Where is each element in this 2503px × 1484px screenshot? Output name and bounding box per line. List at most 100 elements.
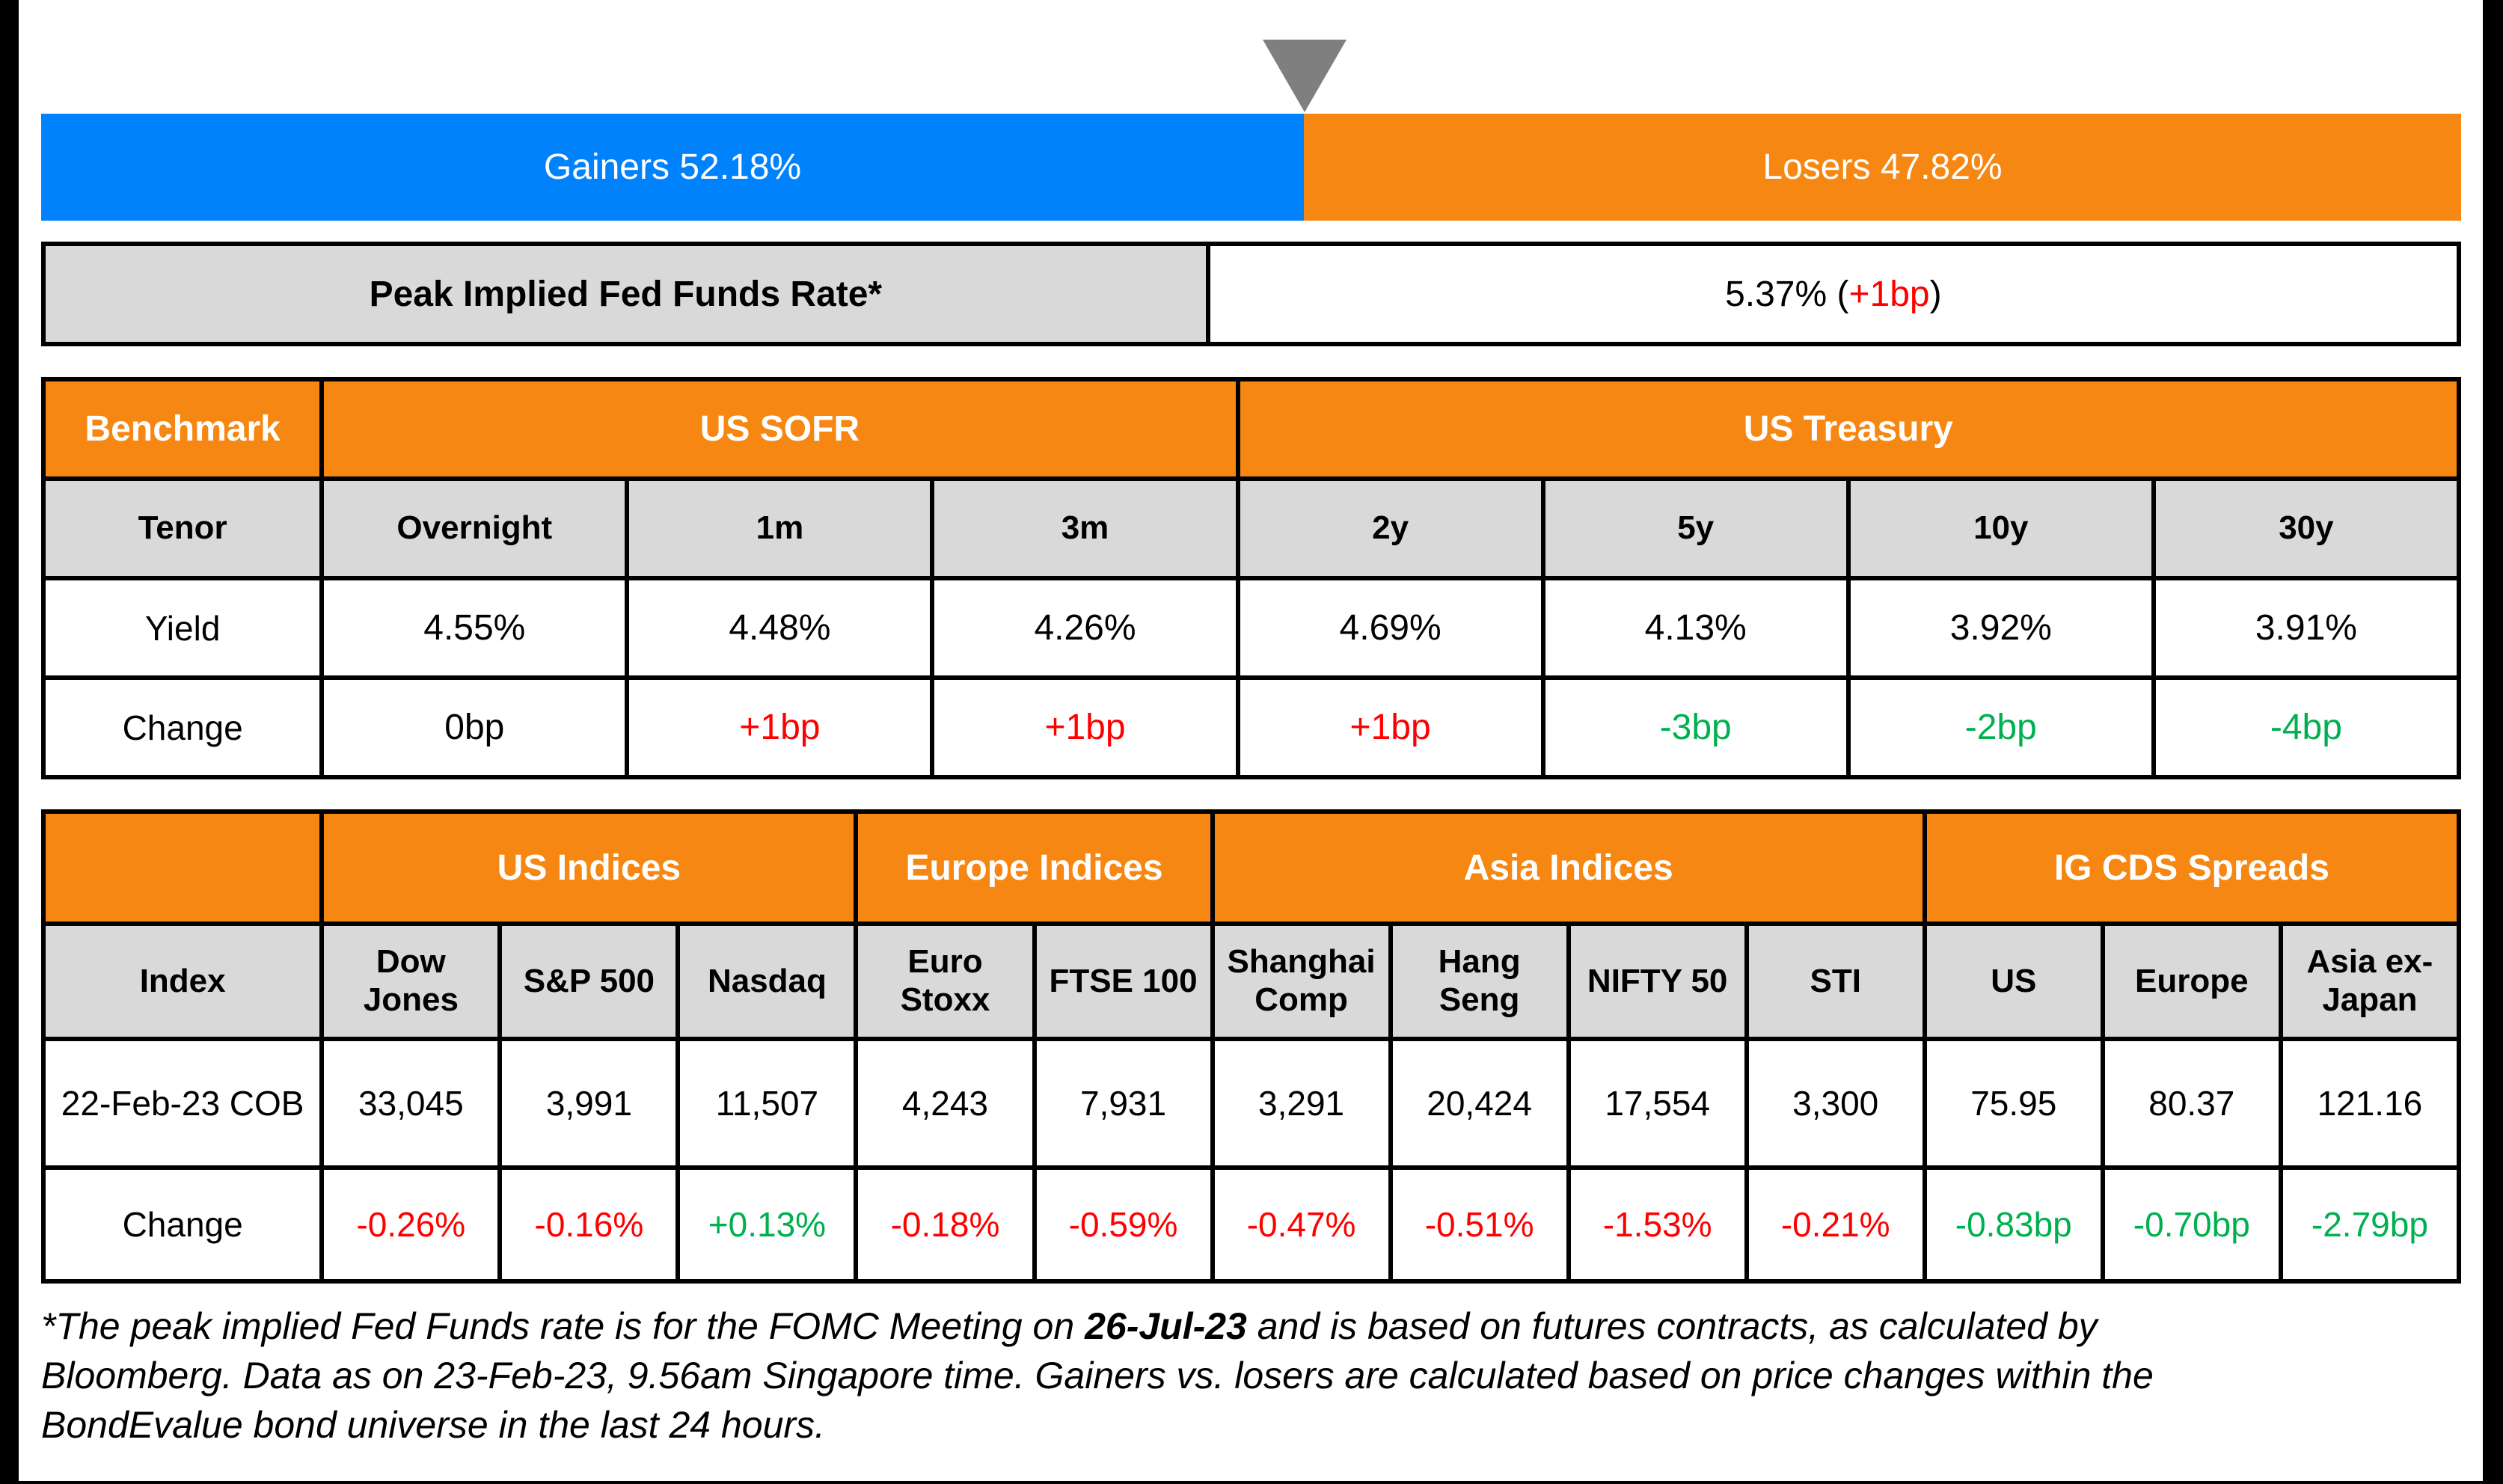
index-value-cell: 7,931 (1032, 1037, 1215, 1170)
peak-value-prefix: 5.37% ( (1725, 274, 1849, 314)
gainers-label: Gainers 52.18% (543, 147, 802, 187)
index-col-header: Asia ex-Japan (2278, 922, 2462, 1041)
group-header-asia-indices: Asia Indices (1210, 809, 1927, 926)
index-change-cell: -0.51% (1388, 1165, 1571, 1284)
peak-value-suffix: ) (1929, 274, 1942, 314)
tenor-header-cell: 2y (1235, 476, 1545, 580)
change-row-label: Change (40, 675, 325, 779)
gainers-losers-bar: Gainers 52.18% Losers 47.82% (41, 114, 2461, 221)
index-value-cell: 3,291 (1210, 1037, 1393, 1170)
benchmark-tenor-row: Tenor Overnight 1m 3m 2y 5y 10y 30y (40, 476, 2462, 580)
losers-bar-segment: Losers 47.82% (1304, 114, 2461, 221)
index-value-cell: 33,045 (319, 1037, 503, 1170)
index-change-cell: -0.16% (497, 1165, 681, 1284)
index-change-cell: -2.79bp (2278, 1165, 2462, 1284)
index-col-header: Hang Seng (1388, 922, 1571, 1041)
footnote: *The peak implied Fed Funds rate is for … (41, 1301, 2461, 1450)
footnote-line-1: *The peak implied Fed Funds rate is for … (41, 1301, 2461, 1351)
indices-change-row: Change -0.26% -0.16% +0.13% -0.18% -0.59… (40, 1165, 2462, 1284)
yield-row-label: Yield (40, 576, 325, 680)
gainers-bar-segment: Gainers 52.18% (41, 114, 1305, 221)
index-change-cell: +0.13% (675, 1165, 859, 1284)
index-col-header: FTSE 100 (1032, 922, 1215, 1041)
group-header-us-indices: US Indices (319, 809, 859, 926)
yield-value-cell: 4.69% (1235, 576, 1545, 680)
indices-corner-header (40, 809, 325, 926)
yield-change-cell: +1bp (1235, 675, 1545, 779)
peak-fed-funds-label: Peak Implied Fed Funds Rate* (46, 246, 1210, 342)
index-change-cell: -0.21% (1744, 1165, 1927, 1284)
index-value-cell: 11,507 (675, 1037, 859, 1170)
yield-change-cell: +1bp (930, 675, 1240, 779)
indices-value-row: 22-Feb-23 COB 33,045 3,991 11,507 4,243 … (40, 1037, 2462, 1170)
index-row-label: Index (40, 922, 325, 1041)
yield-change-cell: -3bp (1540, 675, 1851, 779)
group-header-us-treasury: US Treasury (1235, 377, 2462, 481)
index-value-cell: 4,243 (854, 1037, 1037, 1170)
group-header-europe-indices: Europe Indices (854, 809, 1215, 926)
index-change-cell: -0.47% (1210, 1165, 1393, 1284)
index-value-cell: 17,554 (1566, 1037, 1749, 1170)
footnote-line-3: BondEvalue bond universe in the last 24 … (41, 1404, 825, 1446)
cob-date-label: 22-Feb-23 COB (40, 1037, 325, 1170)
indices-table: US Indices Europe Indices Asia Indices I… (40, 809, 2462, 1284)
benchmark-group-row: Benchmark US SOFR US Treasury (40, 377, 2462, 481)
tenor-header-cell: 3m (930, 476, 1240, 580)
indices-group-row: US Indices Europe Indices Asia Indices I… (40, 809, 2462, 926)
yield-change-cell: -2bp (1845, 675, 2156, 779)
yield-value-cell: 3.91% (2151, 576, 2462, 680)
index-value-cell: 80.37 (2100, 1037, 2283, 1170)
indices-table-wrap: US Indices Europe Indices Asia Indices I… (40, 809, 2462, 1284)
index-col-header: Europe (2100, 922, 2283, 1041)
yield-change-cell: -4bp (2151, 675, 2462, 779)
index-change-cell: -0.59% (1032, 1165, 1215, 1284)
index-value-cell: 3,300 (1744, 1037, 1927, 1170)
index-col-header: NIFTY 50 (1566, 922, 1749, 1041)
split-pointer-triangle-icon (1263, 40, 1347, 112)
market-summary-canvas: Gainers 52.18% Losers 47.82% Peak Implie… (19, 0, 2483, 1481)
index-col-header: US (1922, 922, 2105, 1041)
tenor-header-cell: 10y (1845, 476, 2156, 580)
yield-value-cell: 4.13% (1540, 576, 1851, 680)
tenor-header-cell: 5y (1540, 476, 1851, 580)
index-col-header: Dow Jones (319, 922, 503, 1041)
index-col-header: S&P 500 (497, 922, 681, 1041)
index-change-cell: -0.83bp (1922, 1165, 2105, 1284)
peak-fed-funds-row: Peak Implied Fed Funds Rate* 5.37% ( +1b… (41, 242, 2461, 346)
footnote-fomc-date: 26-Jul-23 (1085, 1305, 1247, 1347)
benchmark-table: Benchmark US SOFR US Treasury Tenor Over… (40, 377, 2462, 779)
footnote-line1-pre: *The peak implied Fed Funds rate is for … (41, 1305, 1085, 1347)
peak-value-change: +1bp (1848, 274, 1930, 314)
index-col-header: Euro Stoxx (854, 922, 1037, 1041)
benchmark-change-row: Change 0bp +1bp +1bp +1bp -3bp -2bp -4bp (40, 675, 2462, 779)
index-col-header: STI (1744, 922, 1927, 1041)
index-change-cell: -0.26% (319, 1165, 503, 1284)
yield-value-cell: 3.92% (1845, 576, 2156, 680)
group-header-us-sofr: US SOFR (319, 377, 1240, 481)
group-header-ig-cds-spreads: IG CDS Spreads (1922, 809, 2462, 926)
yield-value-cell: 4.26% (930, 576, 1240, 680)
tenor-row-label: Tenor (40, 476, 325, 580)
change-row-label: Change (40, 1165, 325, 1284)
index-value-cell: 3,991 (497, 1037, 681, 1170)
benchmark-yield-row: Yield 4.55% 4.48% 4.26% 4.69% 4.13% 3.92… (40, 576, 2462, 680)
yield-change-cell: 0bp (319, 675, 630, 779)
peak-fed-funds-value: 5.37% ( +1bp ) (1210, 246, 2457, 342)
tenor-header-cell: 1m (625, 476, 935, 580)
index-value-cell: 20,424 (1388, 1037, 1571, 1170)
tenor-header-cell: 30y (2151, 476, 2462, 580)
tenor-header-cell: Overnight (319, 476, 630, 580)
footnote-line-2: Bloomberg. Data as on 23-Feb-23, 9.56am … (41, 1355, 2154, 1396)
index-value-cell: 121.16 (2278, 1037, 2462, 1170)
yield-change-cell: +1bp (625, 675, 935, 779)
index-col-header: Shanghai Comp (1210, 922, 1393, 1041)
index-change-cell: -0.70bp (2100, 1165, 2283, 1284)
index-col-header: Nasdaq (675, 922, 859, 1041)
benchmark-corner-header: Benchmark (40, 377, 325, 481)
index-change-cell: -0.18% (854, 1165, 1037, 1284)
yield-value-cell: 4.48% (625, 576, 935, 680)
losers-label: Losers 47.82% (1762, 147, 2003, 187)
indices-header-row: Index Dow Jones S&P 500 Nasdaq Euro Stox… (40, 922, 2462, 1041)
footnote-line1-post: and is based on futures contracts, as ca… (1246, 1305, 2098, 1347)
benchmark-table-wrap: Benchmark US SOFR US Treasury Tenor Over… (40, 377, 2462, 779)
